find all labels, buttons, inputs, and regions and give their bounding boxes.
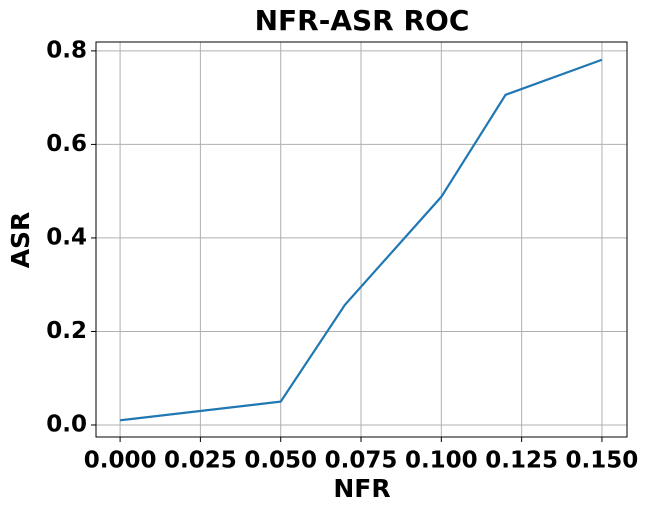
data-line xyxy=(119,58,603,422)
x-tick-label: 0.100 xyxy=(405,448,478,474)
y-tick-label: 0.8 xyxy=(46,37,87,63)
x-tick-label: 0.125 xyxy=(485,448,558,474)
y-tick-label: 0.6 xyxy=(46,131,87,157)
y-tick-label: 0.4 xyxy=(46,224,87,250)
x-tick-label: 0.025 xyxy=(164,448,237,474)
plot-frame xyxy=(95,41,628,438)
chart-title: NFR-ASR ROC xyxy=(255,4,470,37)
x-tick-label: 0.000 xyxy=(84,448,157,474)
x-axis-label: NFR xyxy=(333,474,390,503)
x-tick-label: 0.050 xyxy=(244,448,317,474)
x-tick-label: 0.150 xyxy=(566,448,639,474)
y-axis-label: ASR xyxy=(6,212,35,269)
y-tick-label: 0.0 xyxy=(46,411,87,437)
x-tick-label: 0.075 xyxy=(325,448,398,474)
y-tick-label: 0.2 xyxy=(46,318,87,344)
